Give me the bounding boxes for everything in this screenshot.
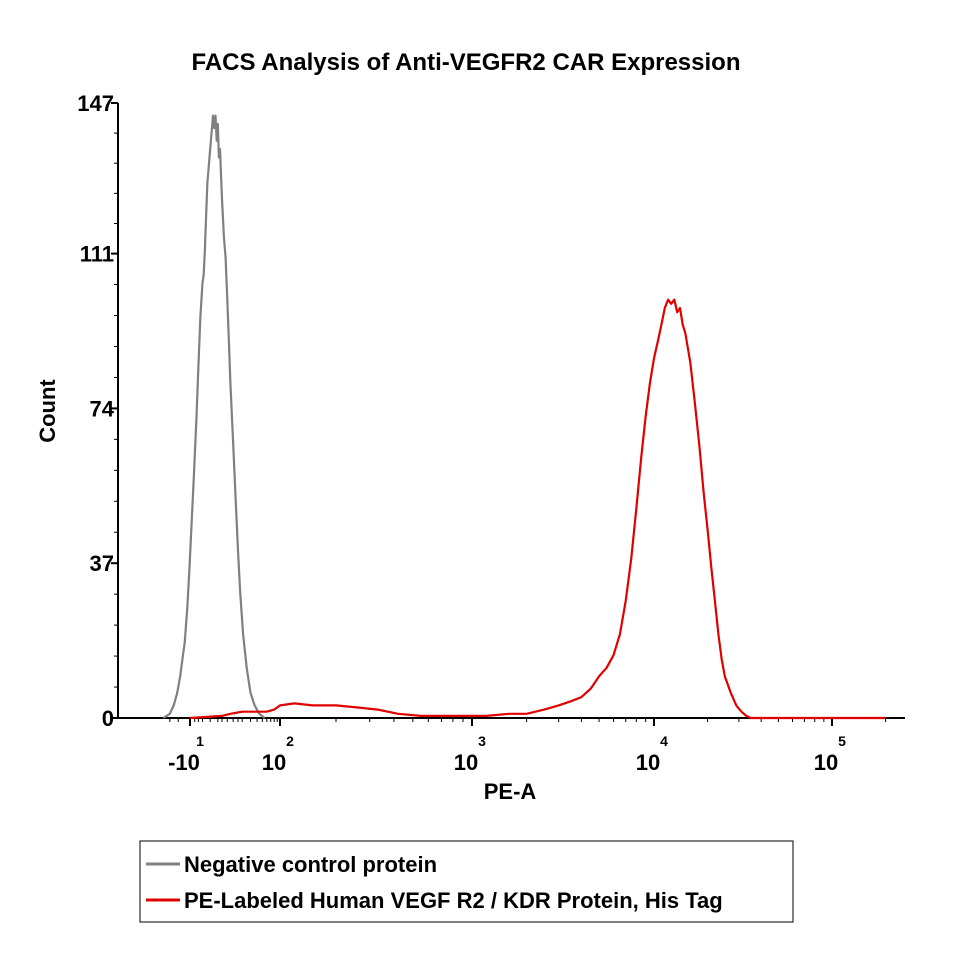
chart-title: FACS Analysis of Anti-VEGFR2 CAR Express… (192, 49, 741, 76)
y-axis-label: Count (35, 379, 60, 443)
x-axis-label: PE-A (484, 779, 537, 804)
legend-label-pe-labeled: PE-Labeled Human VEGF R2 / KDR Protein, … (184, 888, 723, 913)
x-tick-label-exponent: 2 (286, 733, 294, 749)
x-tick-label-base: -10 (168, 750, 200, 775)
series-line-negative-control (162, 114, 266, 719)
x-tick-label-base: 10 (814, 750, 838, 775)
legend-box (139, 840, 794, 923)
x-tick-label-base: 10 (454, 750, 478, 775)
x-tick-label-base: 10 (262, 750, 286, 775)
series-group (162, 114, 886, 720)
series-line-pe-labeled (189, 298, 886, 720)
y-ticks: 0 37 74 111 147 (77, 91, 118, 731)
x-tick-label-exponent: 1 (196, 733, 204, 749)
x-tick-label-exponent: 5 (838, 733, 846, 749)
legend: Negative control protein PE-Labeled Huma… (139, 840, 794, 923)
y-tick-label: 74 (90, 396, 115, 421)
x-tick-label-base: 10 (636, 750, 660, 775)
y-tick-label: 147 (77, 91, 114, 116)
y-minor-ticks (114, 132, 118, 688)
y-tick-label: 111 (80, 242, 114, 267)
legend-label-negative-control: Negative control protein (184, 852, 437, 877)
x-tick-label-exponent: 3 (478, 733, 486, 749)
y-tick-label: 0 (102, 706, 114, 731)
y-tick-label: 37 (90, 551, 114, 576)
x-tick-label-exponent: 4 (660, 733, 668, 749)
axes (117, 103, 905, 719)
